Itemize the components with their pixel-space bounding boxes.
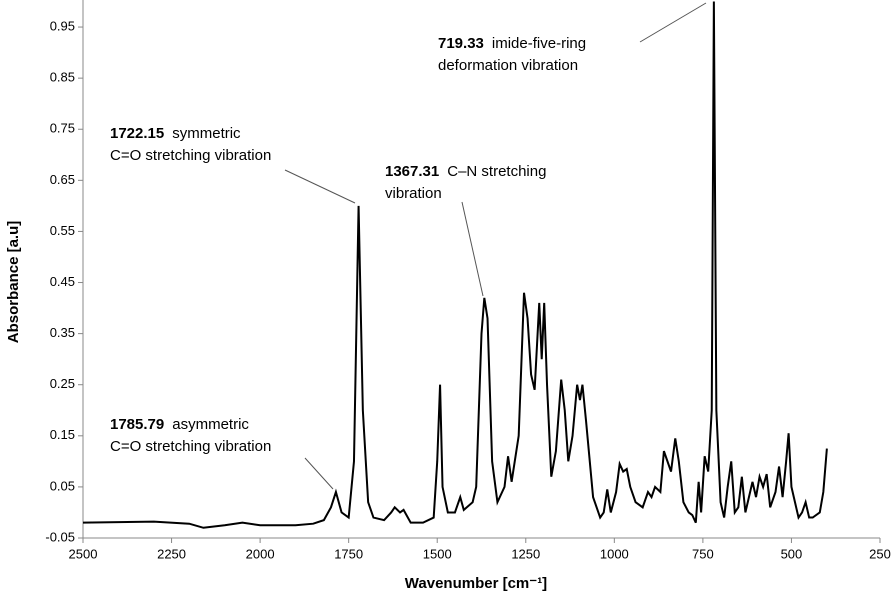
y-tick-label: 0.75 bbox=[50, 121, 75, 136]
annotation-text: 1722.15 symmetric bbox=[110, 125, 241, 142]
annotation-text: 1367.31 C–N stretching bbox=[385, 163, 546, 180]
annotation-desc: imide-five-ring bbox=[492, 35, 586, 52]
x-tick-label: 1000 bbox=[600, 546, 629, 561]
x-tick-label: 2250 bbox=[157, 546, 186, 561]
spectrum-line bbox=[83, 1, 828, 529]
y-axis-label: Absorbance [a.u] bbox=[5, 221, 22, 344]
annotation-desc: asymmetric bbox=[172, 416, 249, 433]
y-tick-label: 0.15 bbox=[50, 427, 75, 442]
annotation-value: 1722.15 bbox=[110, 125, 164, 142]
annotation-desc: vibration bbox=[385, 185, 442, 202]
x-tick-label: 1500 bbox=[423, 546, 452, 561]
x-tick-label: 250 bbox=[869, 546, 891, 561]
annotation-value: 1367.31 bbox=[385, 163, 439, 180]
annotation-leader bbox=[461, 201, 484, 297]
annotation-desc: deformation vibration bbox=[438, 57, 578, 74]
y-tick-label: 0.05 bbox=[50, 478, 75, 493]
annotation-desc: C=O stretching vibration bbox=[110, 438, 271, 455]
x-tick-label: 1250 bbox=[511, 546, 540, 561]
y-tick-label: 0.35 bbox=[50, 325, 75, 340]
annotation-text: 1785.79 asymmetric bbox=[110, 416, 249, 433]
x-tick-label: 1750 bbox=[334, 546, 363, 561]
annotation-text: 719.33 imide-five-ring bbox=[438, 35, 586, 52]
y-tick-label: -0.05 bbox=[45, 529, 75, 544]
x-tick-label: 2500 bbox=[69, 546, 98, 561]
annotation-value: 719.33 bbox=[438, 35, 484, 52]
annotation-value: 1785.79 bbox=[110, 416, 164, 433]
annotation-desc: C=O stretching vibration bbox=[110, 147, 271, 164]
y-tick-label: 0.25 bbox=[50, 376, 75, 391]
y-tick-label: 0.65 bbox=[50, 172, 75, 187]
plot bbox=[83, 1, 828, 529]
y-tick-label: 0.85 bbox=[50, 70, 75, 85]
annotation-leader bbox=[284, 169, 356, 204]
y-tick-label: 0.55 bbox=[50, 223, 75, 238]
annotation-leader bbox=[304, 457, 334, 490]
y-tick-label: 0.95 bbox=[50, 18, 75, 33]
annotation-desc: symmetric bbox=[172, 125, 241, 142]
annotation-leader bbox=[639, 2, 707, 43]
annotation-desc: C–N stretching bbox=[447, 163, 546, 180]
x-tick-label: 750 bbox=[692, 546, 714, 561]
x-axis-label: Wavenumber [cm⁻¹] bbox=[405, 575, 547, 592]
y-tick-label: 0.45 bbox=[50, 274, 75, 289]
x-tick-label: 500 bbox=[781, 546, 803, 561]
x-tick-label: 2000 bbox=[246, 546, 275, 561]
